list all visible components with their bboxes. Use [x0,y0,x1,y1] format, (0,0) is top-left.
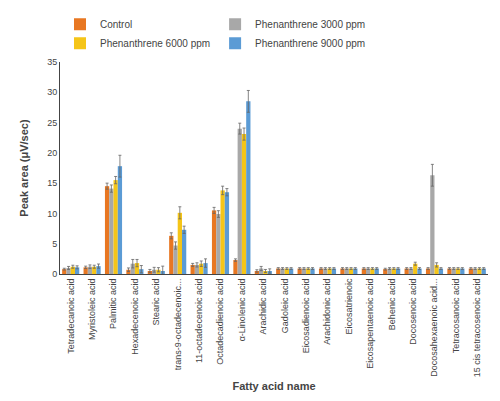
svg-text:20: 20 [47,148,57,158]
svg-text:Myristoleic acid: Myristoleic acid [87,279,97,341]
svg-text:trans-9-octadecenoic...: trans-9-octadecenoic... [173,279,183,371]
svg-text:Phenanthrene 3000 ppm: Phenanthrene 3000 ppm [255,19,365,30]
svg-text:Arachidic acid: Arachidic acid [258,279,268,335]
svg-text:Tetracosanoic acid: Tetracosanoic acid [451,279,461,354]
svg-text:Eicosatrienoic: Eicosatrienoic [344,278,354,335]
svg-text:Docosenoic acid: Docosenoic acid [408,279,418,345]
svg-text:25: 25 [47,118,57,128]
svg-text:Control: Control [100,19,132,30]
svg-text:0: 0 [52,269,57,279]
svg-text:Hexadecenoic acid: Hexadecenoic acid [130,279,140,355]
svg-text:35: 35 [47,57,57,67]
svg-text:5: 5 [52,239,57,249]
svg-text:Octadecadienoic acid: Octadecadienoic acid [215,279,225,365]
svg-text:Arachidonic acid: Arachidonic acid [322,279,332,345]
svg-text:Gadoleic acid: Gadoleic acid [280,279,290,334]
svg-text:15: 15 [47,178,57,188]
svg-text:30: 30 [47,87,57,97]
svg-text:Palmitic acid: Palmitic acid [108,279,118,330]
svg-text:Behenic acid: Behenic acid [387,279,397,331]
svg-text:Peak area (μV/sec): Peak area (μV/sec) [18,119,30,217]
svg-text:Eicosadienoic acid: Eicosadienoic acid [301,279,311,354]
svg-text:10: 10 [47,209,57,219]
svg-text:Docosahexaenoic acid...: Docosahexaenoic acid... [429,279,439,377]
svg-text:Phenanthrene 9000 ppm: Phenanthrene 9000 ppm [255,38,365,49]
svg-text:Tetradecanoic acid: Tetradecanoic acid [66,279,76,354]
svg-text:Fatty acid name: Fatty acid name [232,380,315,392]
svg-text:11-octadecenoic acid: 11-octadecenoic acid [194,279,204,363]
svg-text:15 cis tetracosenoic acid: 15 cis tetracosenoic acid [472,279,482,378]
svg-text:Stearic acid: Stearic acid [151,279,161,326]
svg-text:Eicosapentaenoic acid: Eicosapentaenoic acid [365,279,375,369]
svg-text:Phenanthrene 6000 ppm: Phenanthrene 6000 ppm [100,38,210,49]
svg-text:α-Linolenic acid: α-Linolenic acid [237,279,247,342]
